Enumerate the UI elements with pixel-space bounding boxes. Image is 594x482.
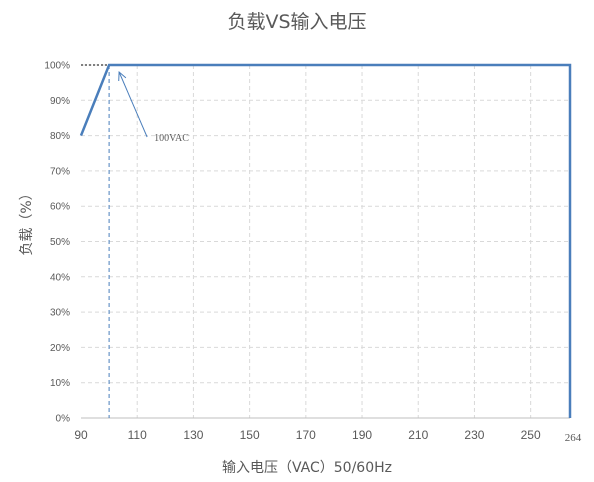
y-tick-label: 50% [50,237,70,248]
x-tick-labels: 90 110 130 150 170 190 210 230 250 264 [74,428,581,444]
y-tick-label: 80% [50,131,70,142]
series-group [79,63,572,418]
chart-title: 负载VS输入电压 [227,11,366,33]
x-tick-label: 264 [565,432,582,444]
y-tick-label: 20% [50,343,70,354]
y-tick-label: 90% [50,96,70,107]
y-tick-label: 100% [44,61,70,72]
x-tick-label: 110 [128,428,147,442]
guide-lines [81,64,110,418]
x-tick-label: 130 [183,428,203,442]
annotation-arrow-line [118,71,148,138]
y-axis-label: 负载（%） [19,186,35,255]
series-line [79,63,572,418]
x-tick-label: 150 [240,428,260,442]
x-tick-label: 90 [74,428,88,442]
y-tick-labels: 0% 10% 20% 30% 40% 50% 60% 70% 80% 90% 100% [44,61,70,425]
y-tick-label: 10% [50,378,70,389]
annotation-arrow-head [118,70,127,82]
annotation-label: 100VAC [154,133,189,144]
x-tick-label: 190 [352,428,372,442]
y-tick-label: 30% [50,308,70,319]
x-tick-label: 250 [521,428,541,442]
x-tick-label: 210 [408,428,428,442]
y-tick-label: 60% [50,202,70,213]
x-tick-label: 170 [296,428,316,442]
grid-lines [81,64,570,419]
x-tick-label: 230 [464,428,484,442]
y-tick-label: 40% [50,272,70,283]
annotations: 100VAC [118,70,189,144]
y-tick-label: 70% [50,166,70,177]
y-tick-label: 0% [56,414,71,425]
x-axis-label: 输入电压（VAC）50/60Hz [222,460,392,476]
